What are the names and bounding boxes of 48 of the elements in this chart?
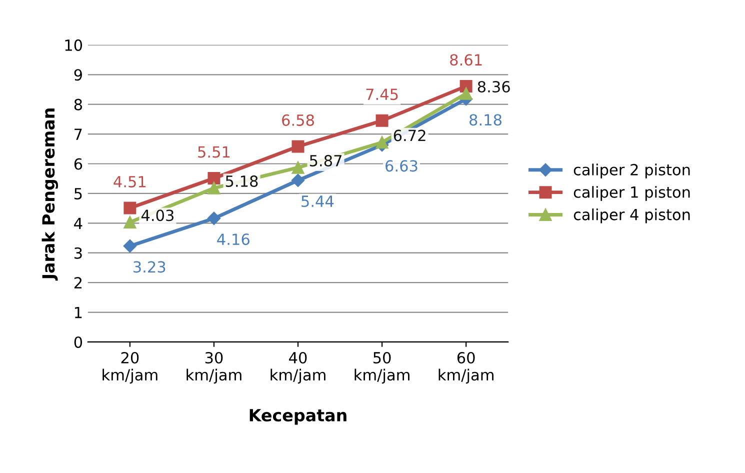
y-axis-title: Jarak Pengereman (42, 108, 58, 281)
data-label: 6.63 (386, 160, 418, 172)
data-label: 7.45 (366, 88, 398, 100)
legend-label: caliper 2 piston (574, 164, 690, 178)
x-axis-title: Kecepatan (250, 409, 346, 425)
data-label: 4.51 (114, 176, 146, 188)
y-tick-label: 3 (74, 247, 82, 259)
x-tick-label: 40 km/jam (270, 352, 326, 384)
data-label: 3.23 (134, 261, 166, 273)
point (124, 202, 136, 214)
y-tick-label: 8 (74, 98, 82, 110)
point (460, 87, 472, 100)
y-tick-label: 0 (74, 336, 82, 348)
point (124, 216, 136, 229)
y-tick-label: 6 (74, 158, 82, 170)
data-label: 4.16 (217, 234, 250, 246)
point (208, 182, 220, 194)
y-tick-label: 7 (74, 128, 82, 140)
point (376, 136, 388, 149)
point (207, 212, 221, 225)
data-label: 5.87 (310, 154, 342, 166)
legend-label: caliper 1 piston (574, 186, 690, 201)
data-label: 4.03 (141, 210, 174, 222)
data-label: 5.51 (198, 146, 230, 158)
point (376, 114, 388, 127)
point (292, 140, 304, 153)
x-tick-label: 50 km/jam (354, 352, 410, 384)
y-tick-label: 9 (74, 69, 82, 81)
data-label: 8.18 (470, 114, 502, 126)
point (123, 239, 137, 253)
data-label: 6.58 (282, 114, 314, 126)
legend-label: caliper 4 piston (574, 208, 690, 224)
y-tick-label: 5 (74, 188, 82, 200)
x-tick-label: 20 km/jam (102, 352, 158, 384)
y-tick-label: 10 (65, 39, 82, 51)
point (291, 174, 305, 187)
data-label: 5.18 (226, 175, 258, 187)
data-label: 8.61 (450, 54, 482, 66)
y-tick-label: 4 (74, 218, 82, 229)
y-tick-label: 1 (75, 306, 82, 318)
data-label: 6.72 (394, 130, 426, 142)
x-tick-label: 60 km/jam (438, 352, 494, 384)
data-label: 8.36 (478, 80, 510, 93)
y-tick-label: 2 (74, 277, 82, 288)
data-label: 5.44 (302, 196, 334, 208)
x-tick-label: 30 km/jam (186, 352, 242, 384)
point (208, 172, 220, 185)
point (292, 161, 304, 174)
